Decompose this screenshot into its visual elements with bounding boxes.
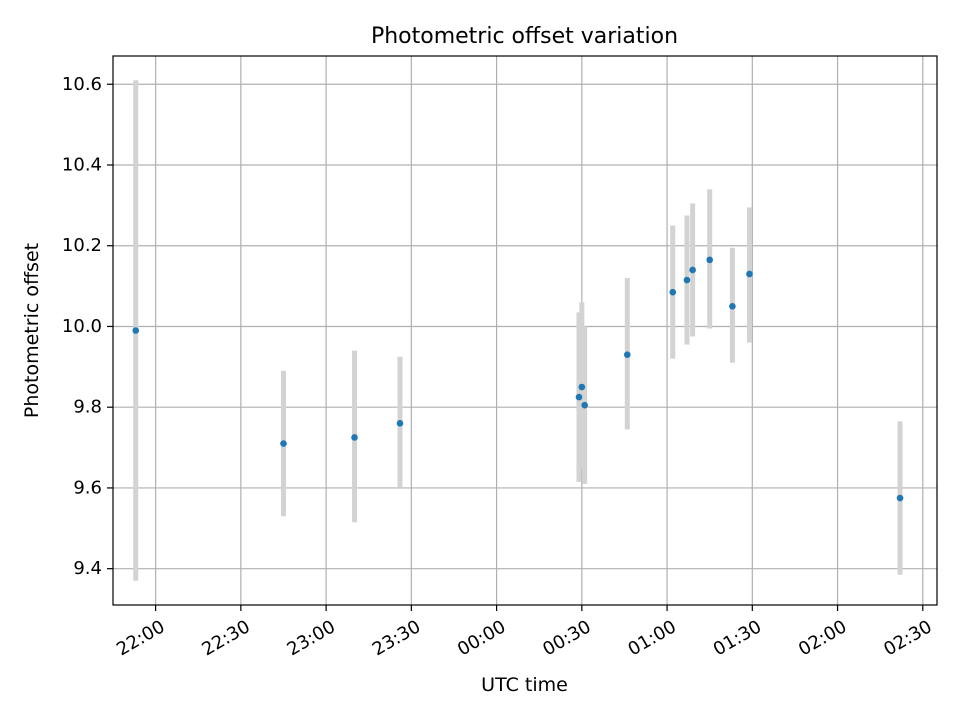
data-point bbox=[396, 420, 404, 427]
data-point bbox=[746, 270, 753, 278]
data-point bbox=[581, 401, 588, 409]
data-markers bbox=[132, 256, 904, 502]
data-point bbox=[669, 288, 677, 296]
y-tick-label: 10.6 bbox=[62, 74, 102, 95]
data-point bbox=[132, 327, 140, 334]
data-point bbox=[578, 383, 586, 391]
y-tick-label: 10.2 bbox=[62, 235, 102, 256]
chart-title: Photometric offset variation bbox=[371, 24, 678, 49]
data-point bbox=[706, 256, 713, 264]
data-point bbox=[896, 494, 904, 502]
data-point bbox=[623, 351, 631, 359]
data-point bbox=[351, 434, 358, 441]
data-point bbox=[280, 440, 287, 447]
data-point bbox=[575, 393, 583, 401]
y-tick-label: 9.4 bbox=[73, 558, 102, 579]
y-tick-label: 10.4 bbox=[62, 154, 102, 175]
y-tick-label: 10.0 bbox=[62, 316, 102, 337]
y-axis-label: Photometric offset bbox=[21, 243, 43, 418]
y-axis: 9.4 9.6 9.8 10.0 10.2 10.4 10.6 bbox=[62, 74, 113, 579]
plot-frame bbox=[112, 55, 938, 606]
data-point bbox=[683, 276, 691, 284]
y-tick-label: 9.8 bbox=[73, 397, 102, 418]
data-point bbox=[729, 302, 736, 310]
data-point bbox=[689, 266, 696, 274]
x-axis-label: UTC time bbox=[481, 674, 568, 696]
y-tick-label: 9.6 bbox=[73, 477, 102, 498]
